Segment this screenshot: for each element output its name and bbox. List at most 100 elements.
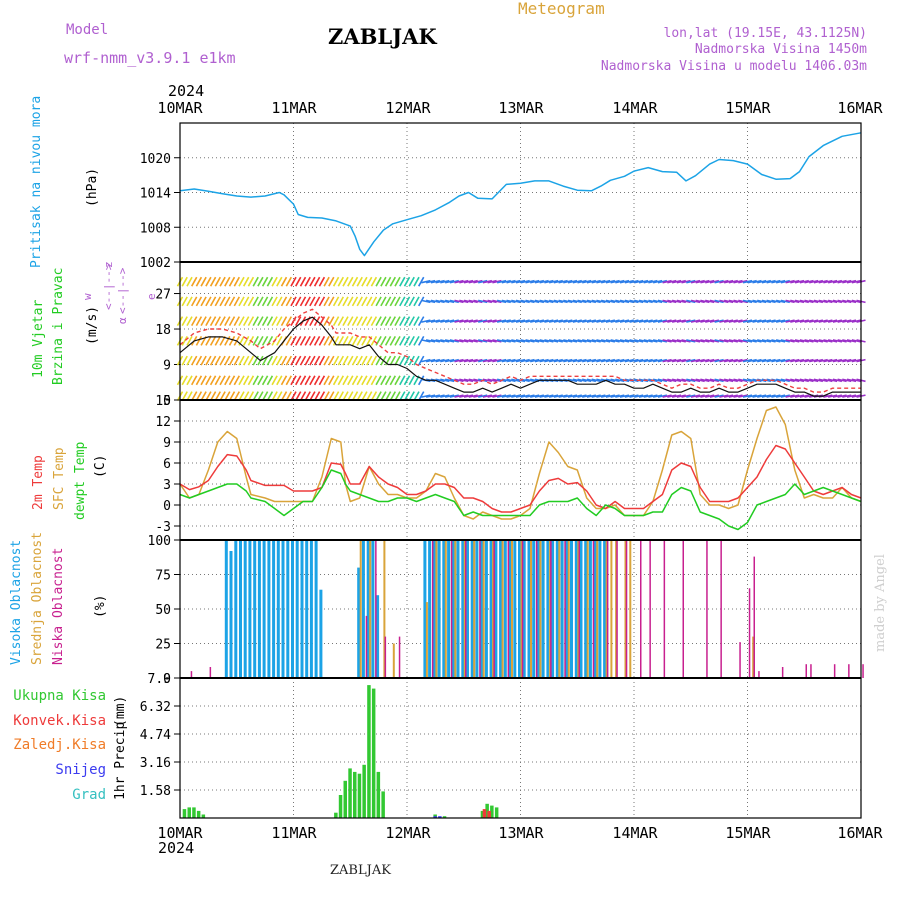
wind-barb: [742, 378, 753, 383]
wind-barb: [252, 375, 259, 386]
wind-barb: [652, 358, 663, 363]
wind-barb: [690, 299, 701, 304]
wind-barb: [487, 358, 497, 363]
wind-barb: [257, 336, 264, 346]
cloud-high-bar: [518, 540, 521, 678]
wind-barb: [837, 339, 847, 343]
cloud-ylabel: Visoka Oblacnost: [9, 540, 24, 665]
wind-barb: [295, 276, 302, 287]
wind-barb: [384, 336, 392, 346]
wind-barb: [323, 336, 330, 346]
cloud-high-bar: [503, 540, 507, 678]
wind-barb: [534, 279, 545, 284]
wind-barb: [435, 339, 445, 343]
y-tick-label: 4.74: [140, 728, 171, 743]
wind-barb: [648, 299, 658, 304]
cloud-high-bar: [309, 540, 313, 678]
date-label-top: 11MAR: [271, 99, 317, 117]
wind-barb: [723, 279, 734, 284]
precip-legend-grad: Grad: [72, 787, 106, 803]
wind-barb: [771, 358, 781, 363]
wind-barb: [591, 319, 601, 323]
precip-bar: [353, 771, 357, 818]
wind-barb: [214, 276, 221, 287]
wind-barb: [403, 296, 411, 307]
wind-barb: [337, 316, 344, 326]
date-label-top: 14MAR: [612, 99, 658, 117]
cloud-high-bar: [574, 540, 578, 678]
wind-barb: [832, 319, 843, 323]
cloud-high-bar: [466, 540, 469, 678]
wind-barb: [775, 358, 786, 363]
wind-barb: [323, 276, 330, 287]
wind-barb: [544, 299, 554, 304]
wind-barb: [384, 296, 392, 307]
wind-barb: [700, 299, 710, 304]
wind-barb: [209, 296, 217, 307]
wind-barb: [454, 358, 464, 363]
date-label-bottom: 16MAR: [837, 824, 883, 842]
wind-barb: [775, 394, 786, 398]
wind-barb: [243, 296, 250, 307]
wind-barb: [705, 299, 715, 304]
wind-barb: [228, 336, 236, 346]
wind-barb: [444, 358, 455, 363]
wind-barb: [511, 319, 521, 323]
cloud-low-bar: [479, 540, 481, 678]
cloud-low-bar: [375, 540, 377, 678]
cloud-mid-bar: [435, 540, 438, 678]
wind-barb: [809, 358, 819, 363]
wind-barb: [195, 316, 203, 326]
wind-barb: [482, 394, 493, 398]
panel-pressure: 1002 1008 1014 1020: [140, 122, 862, 271]
wind-barb: [389, 296, 396, 307]
wind-barb: [511, 378, 521, 383]
wind-barb: [276, 336, 283, 346]
wind-barb: [634, 299, 644, 304]
cloud-high-bar: [447, 540, 451, 678]
wind-barb: [705, 339, 715, 343]
wind-barb: [444, 319, 455, 323]
wind-barb: [219, 355, 226, 366]
wind-barb: [511, 358, 521, 363]
cloud-high-bar: [248, 540, 252, 678]
wind-barb: [780, 279, 790, 284]
wind-barb: [463, 339, 474, 343]
y-tick-label: 3.16: [140, 756, 171, 771]
precip-bar: [196, 810, 201, 818]
wind-barb: [719, 339, 729, 343]
wind-barb: [247, 375, 255, 386]
wind-barb: [600, 339, 611, 343]
wind-barb: [700, 358, 710, 363]
wind-barb: [506, 319, 516, 323]
wind-barb: [586, 319, 597, 323]
wind-speed-line: [179, 316, 861, 397]
model-elevation-label: Nadmorska Visina u modelu 1406.03m: [601, 59, 867, 74]
wind-barb: [577, 319, 587, 323]
wind-barb: [418, 296, 425, 307]
wind-barb: [615, 394, 625, 398]
y-tick-label: 3: [163, 478, 171, 493]
wind-barb: [361, 296, 368, 307]
wind-barb: [714, 339, 724, 343]
wind-barb: [813, 378, 824, 383]
wind-barb: [290, 336, 297, 346]
cloud-low-bar: [805, 664, 807, 678]
wind-barb: [676, 319, 686, 323]
wind-barb: [582, 378, 592, 383]
wind-barb: [652, 319, 663, 323]
precip-bar: [182, 809, 187, 818]
cloud-high-bar: [522, 540, 526, 678]
date-label-top: 15MAR: [725, 99, 771, 117]
wind-barb: [652, 339, 663, 343]
wind-barb: [605, 358, 616, 363]
sfc-temp-line: [179, 406, 862, 520]
wind-barb: [577, 339, 587, 343]
wind-barb: [804, 319, 814, 323]
y-tick-label: 27: [155, 288, 171, 303]
wind-barb: [224, 375, 231, 386]
wind-barb: [785, 394, 795, 398]
wind-barb: [191, 375, 198, 386]
wind-barb: [214, 355, 221, 366]
wind-barb: [351, 296, 359, 307]
